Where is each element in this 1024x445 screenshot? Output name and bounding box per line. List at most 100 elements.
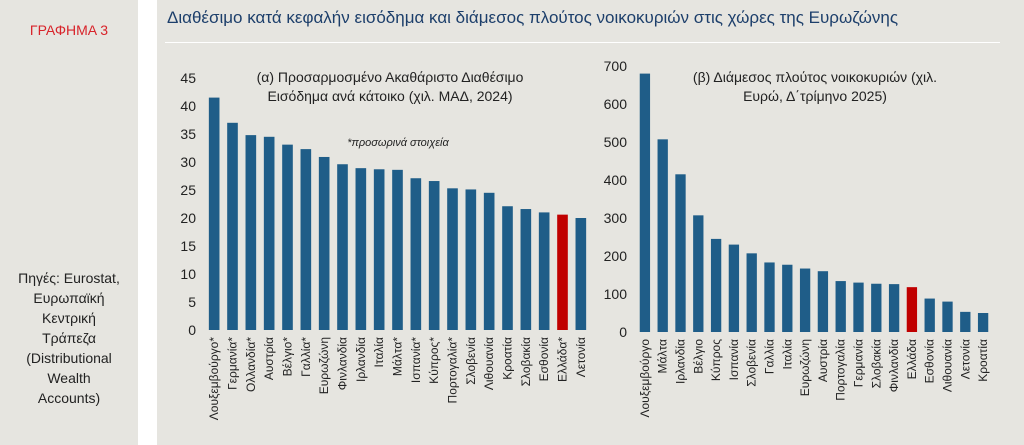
category-label: Γερμανία* [226, 337, 240, 390]
category-label: Σλοβενία [745, 339, 759, 387]
sources-line: Wealth [47, 370, 91, 386]
bar [871, 283, 882, 332]
category-label: Λουξεμβούργο* [207, 337, 221, 421]
category-label: Κύπρος [709, 339, 723, 381]
category-label: Λιθουανία [941, 339, 955, 392]
category-label: Λετονία [574, 337, 588, 377]
bar [639, 73, 651, 332]
category-label: Αυστρία [262, 337, 276, 380]
page-title: Διαθέσιμο κατά κεφαλήν εισόδημα και διάμ… [167, 8, 899, 27]
y-tick-label: 600 [604, 96, 628, 112]
category-label: Λιθουανία [482, 337, 496, 390]
category-label: Πορτογαλία [834, 339, 848, 401]
category-label: Ιρλανδία [674, 339, 688, 384]
y-tick-label: 30 [180, 154, 196, 170]
sources-line: Accounts) [37, 390, 101, 406]
bar [502, 206, 513, 330]
bar [675, 174, 686, 332]
y-tick-label: 5 [188, 294, 196, 310]
category-label: Βέλγιο [691, 339, 705, 374]
sidebar-panel: ΓΡΑΦΗΜΑ 3 Πηγές: Eurostat, Ευρωπαϊκή Κεν… [0, 0, 138, 445]
income-chart: 0 5 10 15 20 25 30 35 40 45 Λουξεμβούργο* Γερμανία*… [180, 69, 588, 421]
bar [977, 313, 989, 332]
chart-title-line: Ευρώ, Δ΄τρίμηνο 2025) [743, 88, 887, 104]
chart-title-line: (α) Προσαρμοσμένο Ακαθάριστο Διαθέσιμο [257, 69, 524, 85]
bar [520, 209, 532, 330]
y-tick-label: 25 [180, 182, 196, 198]
category-label: Σλοβενία [464, 337, 478, 385]
y-tick-label: 15 [180, 238, 196, 254]
sources-line: Πηγές: Eurostat, [18, 270, 120, 286]
bar [888, 284, 900, 332]
bar [428, 181, 440, 330]
bar [710, 238, 722, 332]
bar [447, 188, 458, 330]
category-label: Λουξεμβούργο [638, 339, 652, 418]
category-label: Μάλτα* [391, 337, 405, 376]
sources-line: Ευρωπαϊκή [33, 290, 105, 306]
title-divider [165, 42, 1000, 43]
category-label: Ευρωζώνη [798, 339, 812, 396]
bar [960, 311, 971, 332]
figure-label: ΓΡΑΦΗΜΑ 3 [29, 22, 109, 38]
category-label: Κύπρος* [427, 337, 441, 384]
bar [337, 164, 348, 330]
y-tick-label: 700 [604, 58, 628, 74]
category-label: Εσθονία [923, 339, 937, 383]
sources-line: Τράπεζα [42, 330, 96, 346]
category-label: Λετονία [958, 339, 972, 379]
bar [465, 189, 477, 330]
bar [483, 192, 495, 330]
bar [817, 271, 829, 332]
category-label: Γερμανία [852, 339, 866, 387]
category-label: Αυστρία [816, 339, 830, 382]
bar [355, 168, 367, 330]
bar-highlight [557, 214, 568, 330]
category-label: Σλοβακία [869, 339, 883, 388]
chart-title-line: Εισόδημα ανά κάτοικο (χιλ. ΜΑΔ, 2024) [267, 88, 512, 104]
category-label: Ισπανία* [409, 337, 423, 383]
category-label: Ευρωζώνη [317, 337, 331, 394]
category-label: Βέλγιο* [281, 337, 295, 377]
category-label: Μάλτα [656, 339, 670, 374]
bar [799, 268, 811, 332]
y-tick-label: 0 [619, 324, 627, 340]
sources-line: Κεντρική [42, 310, 96, 326]
bar [693, 215, 704, 332]
bar [835, 281, 846, 332]
y-tick-label: 300 [604, 210, 628, 226]
category-label: Εσθονία [537, 337, 551, 381]
bar [373, 169, 385, 330]
y-tick-label: 500 [604, 134, 628, 150]
y-tick-label: 20 [180, 210, 196, 226]
y-tick-label: 35 [180, 126, 196, 142]
bar [942, 301, 953, 332]
bar [924, 298, 935, 332]
sources-note: Πηγές: Eurostat, Ευρωπαϊκή Κεντρική Τράπ… [2, 268, 136, 408]
y-tick-label: 100 [604, 286, 628, 302]
bar [300, 149, 312, 330]
bar [746, 253, 757, 332]
category-label: Πορτογαλία* [446, 337, 460, 404]
bar [538, 212, 550, 330]
bar [245, 135, 257, 330]
bar [728, 244, 740, 332]
bar [208, 97, 220, 330]
category-label: Ιρλανδία [354, 337, 368, 382]
chart-title-line: (β) Διάμεσος πλούτος νοικοκυριών (χιλ. [693, 69, 937, 85]
category-label: Ιταλία [780, 339, 794, 370]
bar [657, 139, 668, 332]
bar-highlight [906, 287, 918, 332]
y-tick-label: 40 [180, 98, 196, 114]
y-tick-label: 10 [180, 266, 196, 282]
category-label: Ολλανδία* [244, 337, 258, 392]
category-label: Σλοβακία [519, 337, 533, 386]
category-label: Ελλάδα [905, 339, 919, 379]
category-label: Γαλλία [763, 339, 777, 374]
y-tick-label: 0 [188, 322, 196, 338]
sources-line: (Distributional [26, 350, 112, 366]
category-label: Ισπανία [727, 339, 741, 380]
category-label: Φινλανδία [887, 339, 901, 392]
bar [318, 156, 330, 330]
